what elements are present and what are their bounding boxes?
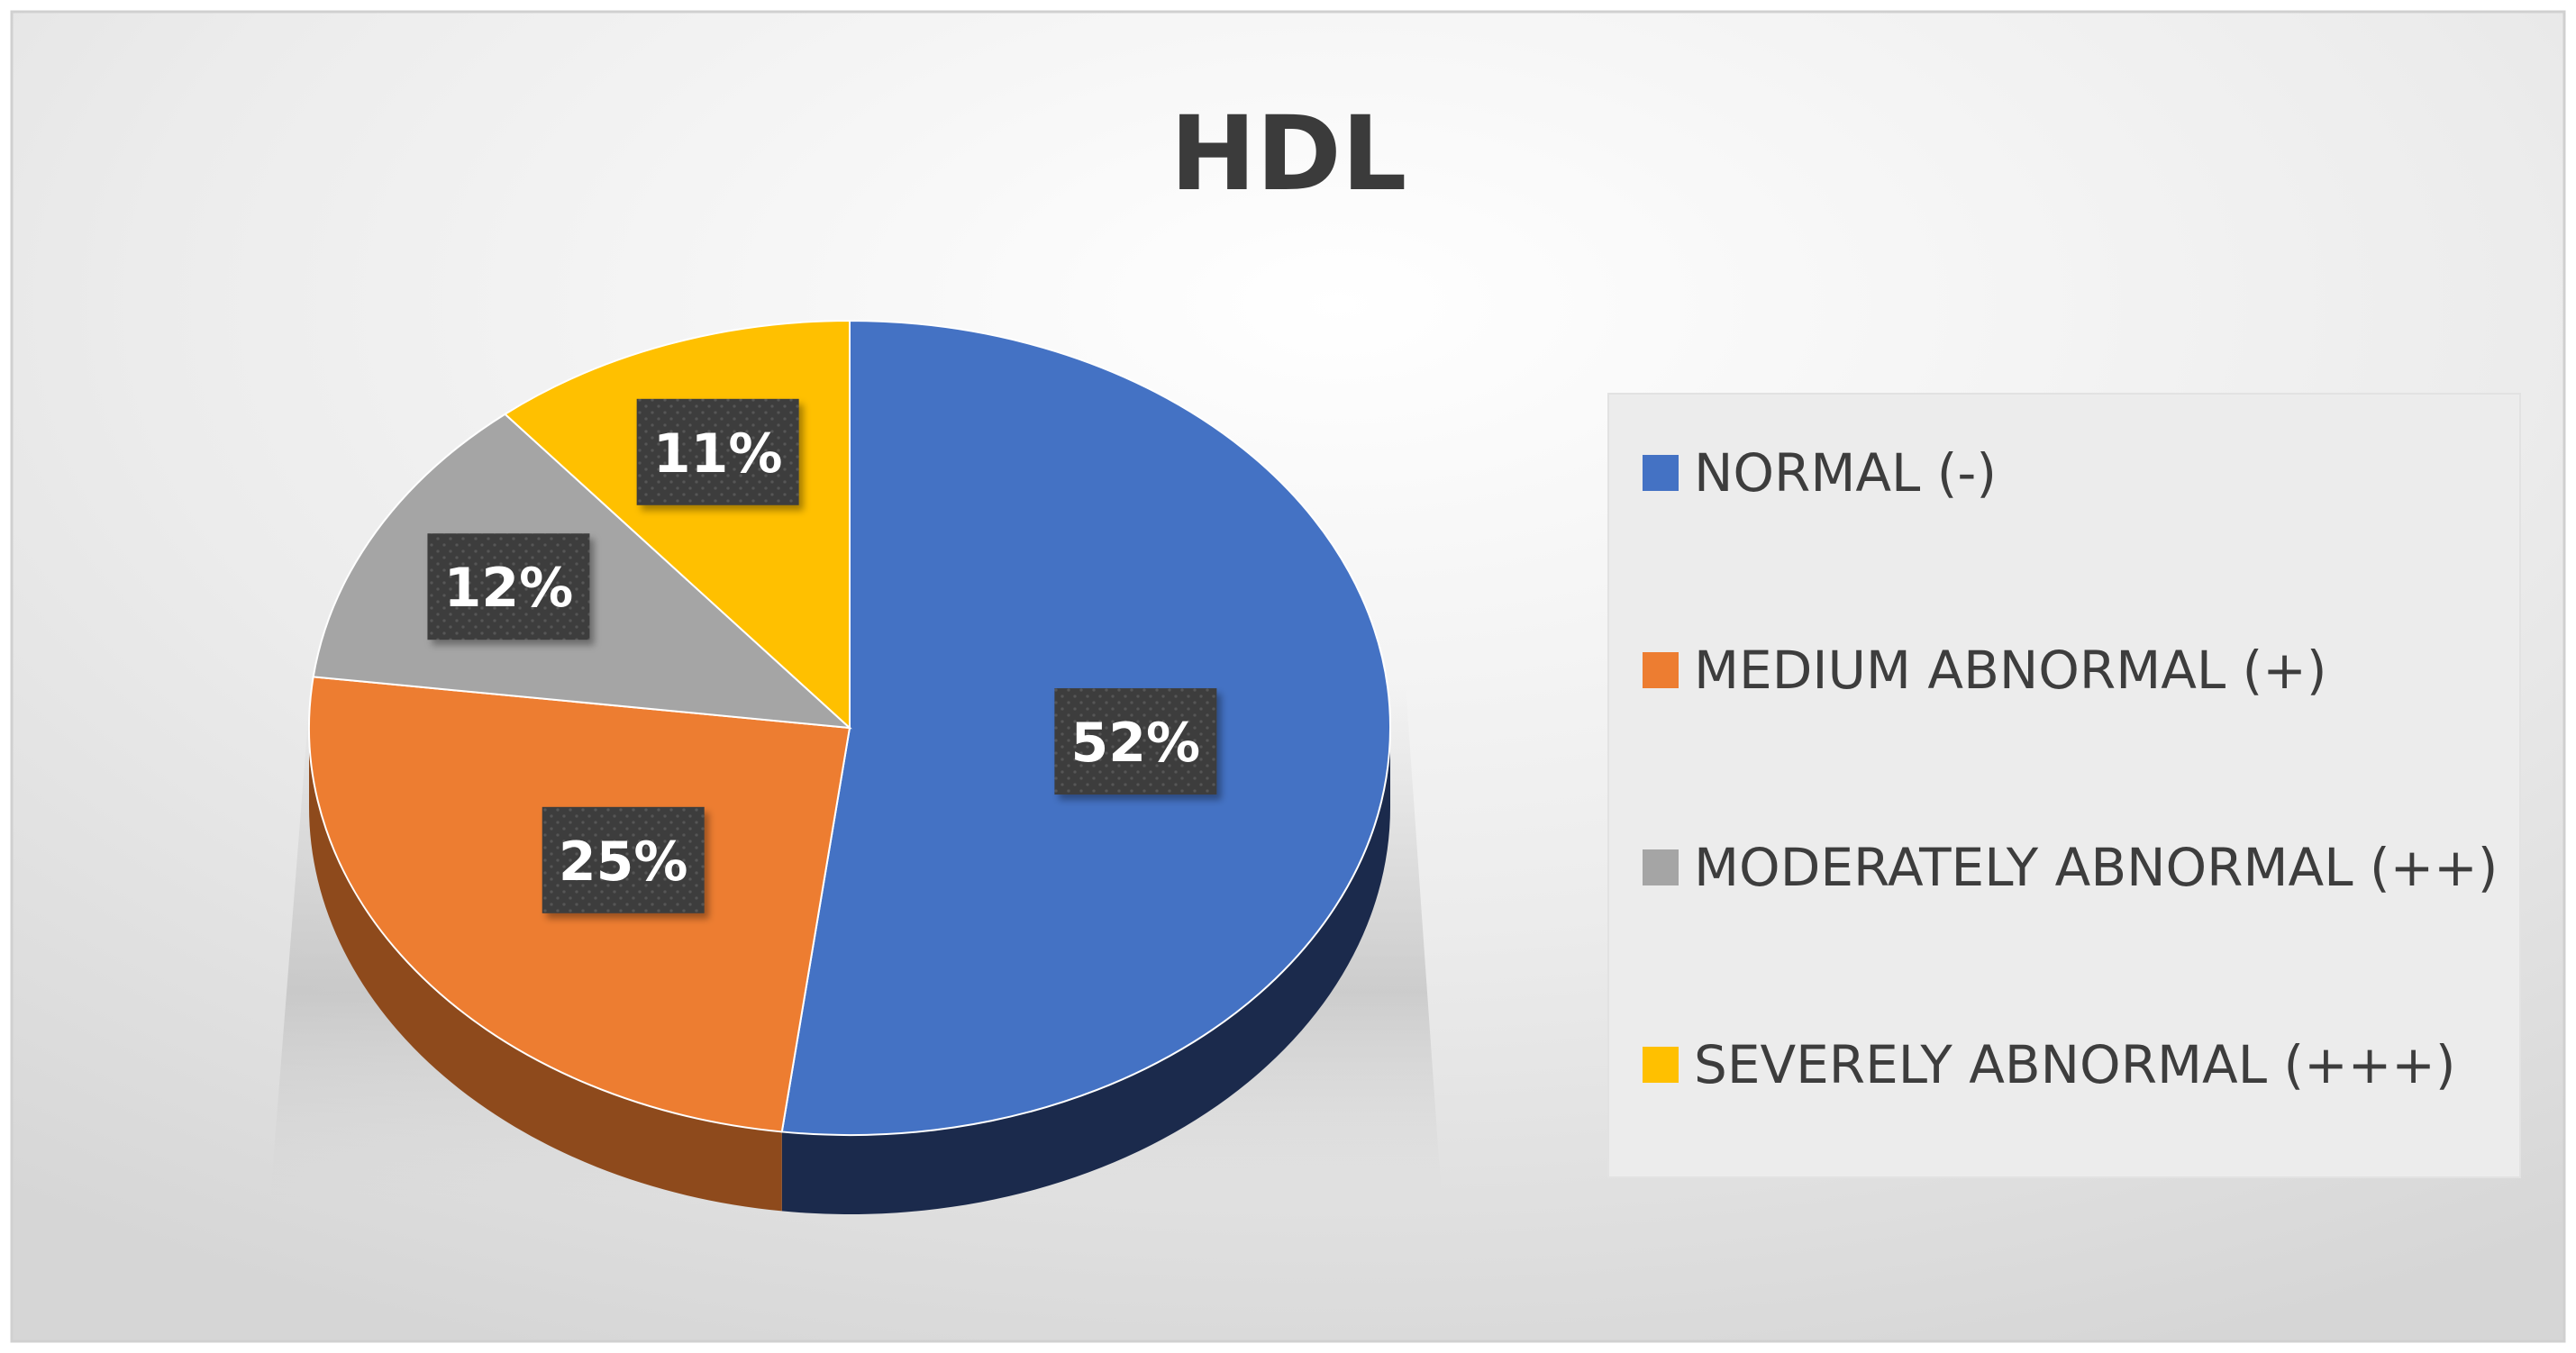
legend-swatch: [1643, 652, 1679, 688]
pie-side-medium-abnormal: [309, 728, 782, 1212]
data-label-text: 11%: [653, 422, 783, 486]
legend-item-moderately-abnormal: MODERATELY ABNORMAL (++): [1643, 837, 2498, 898]
data-label-box: [1054, 688, 1217, 795]
legend-item-normal: NORMAL (-): [1643, 442, 1997, 504]
legend-item-medium-abnormal: MEDIUM ABNORMAL (+): [1643, 640, 2327, 701]
data-label-box: [542, 806, 705, 913]
data-label-text: 25%: [559, 831, 688, 894]
data-label-box: [427, 533, 590, 640]
data-label-box: [636, 398, 799, 505]
pie-data-labels: 52% 25% 12% 11%: [427, 398, 1217, 913]
data-label-text: 52%: [1071, 712, 1201, 775]
chart-title: HDL: [1170, 94, 1407, 213]
data-label-severely-abnormal: 11%: [636, 398, 799, 505]
pie-sides: [309, 728, 1390, 1214]
pie-tops: [308, 319, 1391, 1136]
legend-swatch: [1643, 849, 1679, 885]
pie-side-normal: [781, 728, 1390, 1214]
data-label-moderately-abnormal: 12%: [427, 533, 590, 640]
legend-label: SEVERELY ABNORMAL (+++): [1694, 1034, 2456, 1095]
legend-label: NORMAL (-): [1694, 442, 1997, 504]
data-label-text: 12%: [444, 557, 574, 620]
legend-swatch: [1643, 1047, 1679, 1083]
legend-label: MEDIUM ABNORMAL (+): [1694, 640, 2327, 701]
data-label-normal: 52%: [1054, 688, 1217, 795]
data-label-medium-abnormal: 25%: [542, 806, 705, 913]
legend: NORMAL (-) MEDIUM ABNORMAL (+) MODERATELY …: [1643, 442, 2498, 1095]
legend-label: MODERATELY ABNORMAL (++): [1694, 837, 2498, 898]
legend-swatch: [1643, 455, 1679, 491]
legend-box: [1607, 393, 2521, 1178]
legend-item-severely-abnormal: SEVERELY ABNORMAL (+++): [1643, 1034, 2456, 1095]
